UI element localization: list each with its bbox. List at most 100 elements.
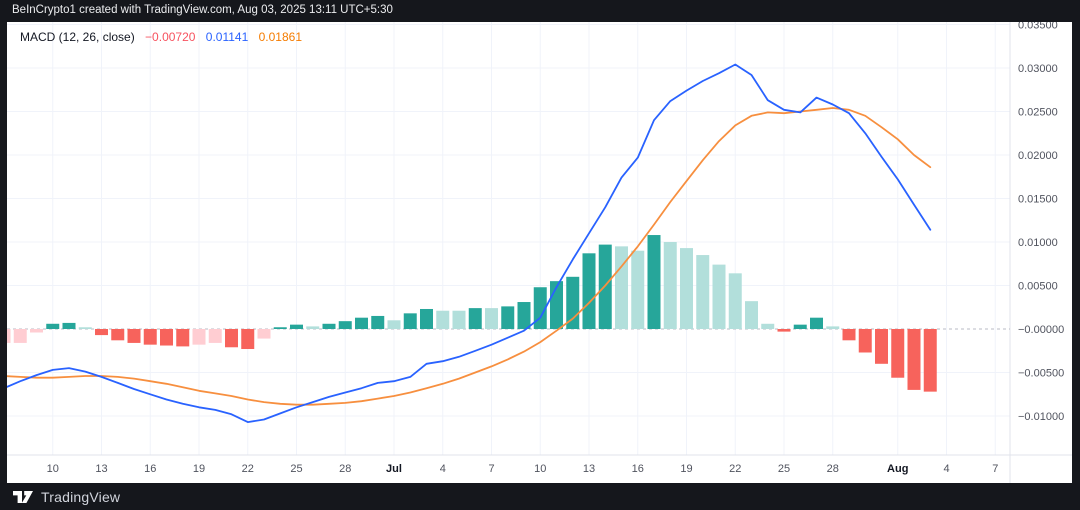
time-axis-label: Aug [887, 463, 908, 475]
histogram-bar [533, 287, 547, 329]
time-axis-label: 7 [992, 463, 998, 475]
histogram-bar [420, 308, 433, 329]
histogram-bar [728, 273, 742, 329]
histogram-bar [338, 321, 352, 329]
histogram-bar [647, 235, 661, 329]
histogram-bar [745, 301, 758, 329]
time-axis-label: 19 [193, 463, 205, 475]
time-axis-label: 28 [339, 463, 351, 475]
histogram-bar [810, 317, 823, 329]
time-axis-label: 22 [242, 463, 254, 475]
histogram-bar [13, 329, 27, 343]
attribution-text: BeInCrypto1 created with TradingView.com… [12, 4, 393, 16]
histogram-bar [858, 329, 872, 353]
histogram-bar [517, 302, 531, 329]
histogram-bar [111, 329, 125, 341]
histogram-bar [143, 329, 157, 345]
histogram-bar [290, 324, 303, 329]
time-axis-label: 16 [144, 463, 156, 475]
histogram-bar [712, 264, 726, 329]
price-axis-label: 0.01500 [1018, 194, 1058, 206]
histogram-bar [7, 329, 11, 343]
histogram-bar [842, 329, 856, 341]
histogram-bar [208, 329, 222, 343]
histogram-bar [468, 308, 482, 329]
histogram-bar [176, 329, 190, 347]
histogram-bar [485, 308, 498, 329]
price-axis-label: 0.03000 [1018, 63, 1058, 75]
tradingview-brand-link[interactable]: TradingView [12, 489, 120, 505]
time-axis-label: 19 [680, 463, 692, 475]
time-axis-label: 7 [488, 463, 494, 475]
time-axis-label: 13 [583, 463, 595, 475]
histogram-bar [62, 322, 76, 329]
histogram-bar [355, 317, 368, 329]
price-axis-label: 0.02500 [1018, 107, 1058, 119]
time-axis-label: 10 [534, 463, 546, 475]
histogram-bar [907, 329, 921, 390]
time-axis-label: 25 [778, 463, 790, 475]
macd-plot[interactable]: 0.03500 0.03000 0.02500 0.02000 0.01500 0.010… [7, 22, 1072, 483]
tradingview-brand-text: TradingView [41, 488, 121, 505]
time-axis-label: 22 [729, 463, 741, 475]
histogram-bar [680, 248, 693, 329]
histogram-bar [777, 329, 791, 332]
footer-bar: TradingView [0, 483, 1080, 510]
price-axis-label: 0.02000 [1018, 150, 1058, 162]
histogram-bar [46, 323, 60, 329]
price-axis-label: 0.00500 [1018, 281, 1058, 293]
histogram-bar [826, 326, 840, 329]
histogram-bar [160, 329, 173, 346]
histogram-bar [403, 313, 417, 329]
histogram-bar [793, 324, 807, 329]
time-axis-label: 4 [440, 463, 446, 475]
legend-title: MACD (12, 26, close) [20, 30, 135, 44]
histogram-bar [127, 329, 141, 343]
histogram-bar [241, 329, 255, 350]
attribution-bar: BeInCrypto1 created with TradingView.com… [0, 0, 1080, 22]
histogram-bar [306, 326, 320, 329]
histogram-bar [696, 255, 710, 329]
histogram-bar [30, 329, 43, 333]
time-axis-label: Jul [386, 463, 402, 475]
macd-legend[interactable]: MACD (12, 26, close) −0.00720 0.01141 0.… [20, 30, 309, 44]
time-axis-label: 13 [95, 463, 107, 475]
histogram-bar [663, 242, 677, 329]
histogram-bar [452, 310, 466, 329]
histogram-bar [891, 329, 905, 378]
price-axis-label: −0.01000 [1018, 411, 1064, 423]
chart-panel: MACD (12, 26, close) −0.00720 0.01141 0.… [7, 22, 1072, 483]
legend-macd-value: 0.01141 [205, 30, 249, 44]
price-axis-label: 0.03500 [1018, 22, 1058, 32]
histogram-bar [95, 329, 108, 336]
histogram-bar [192, 329, 206, 345]
histogram-bar [501, 306, 515, 329]
histogram-bar [371, 315, 385, 329]
price-axis-label: −0.00500 [1018, 368, 1064, 380]
histogram-bar [875, 329, 888, 364]
legend-signal-value: 0.01861 [258, 30, 303, 44]
histogram-bar [273, 327, 287, 329]
histogram-bar [78, 327, 92, 329]
histogram-bar [322, 323, 336, 329]
price-axis-label: −0.00000 [1018, 324, 1064, 336]
price-axis-label: 0.01000 [1018, 237, 1058, 249]
time-axis-label: 10 [47, 463, 59, 475]
histogram-bar [761, 323, 775, 329]
histogram-bar [225, 329, 238, 348]
time-axis[interactable] [7, 455, 1010, 483]
histogram-bar [582, 253, 596, 329]
histogram-bar [923, 329, 937, 392]
legend-histogram-value: −0.00720 [145, 30, 196, 44]
tradingview-logo-icon [13, 490, 33, 503]
histogram-bar [615, 246, 628, 329]
time-axis-label: 16 [632, 463, 644, 475]
time-axis-label: 25 [290, 463, 302, 475]
histogram-bar [257, 329, 271, 339]
histogram-bar [387, 320, 401, 329]
histogram-bar [631, 250, 645, 329]
price-axis[interactable] [1010, 22, 1072, 483]
time-axis-label: 4 [943, 463, 949, 475]
histogram-bar [436, 310, 450, 329]
